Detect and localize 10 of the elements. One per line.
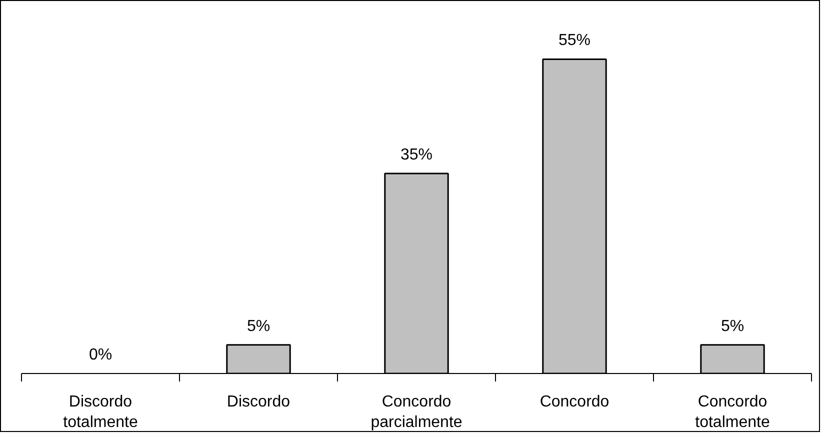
x-tick-label: Discordo: [226, 394, 290, 410]
x-tick-label: Concordo: [540, 394, 610, 410]
data-label: 5%: [246, 318, 270, 335]
data-label: 5%: [720, 318, 744, 335]
x-tick-label: Discordo totalmente: [63, 394, 138, 431]
data-label: 0%: [88, 346, 112, 364]
x-tick-label: Concordo parcialmente: [370, 394, 462, 431]
data-label: 55%: [558, 32, 591, 50]
x-tick-label: Concordo totalmente: [695, 394, 770, 431]
data-label: 35%: [400, 146, 433, 164]
